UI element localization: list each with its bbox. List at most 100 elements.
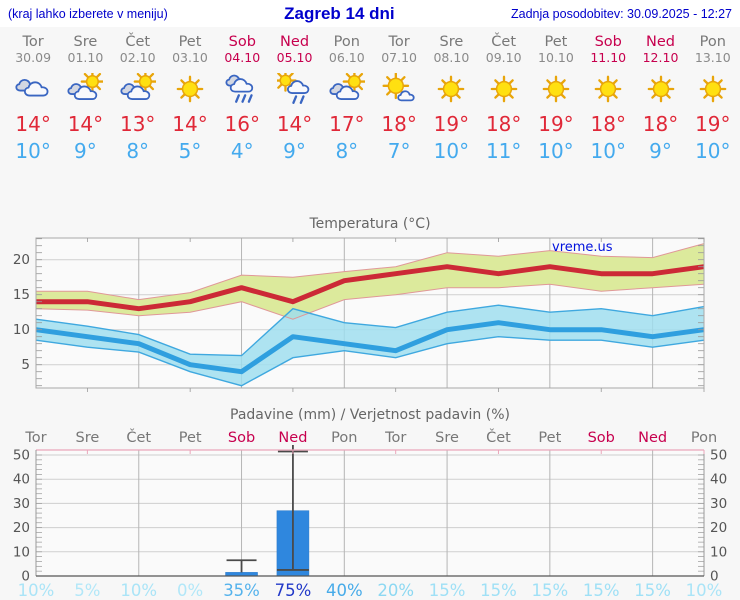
- weather-icon-box: [582, 69, 634, 109]
- min-temperature: 10°: [15, 139, 51, 163]
- day-date: 07.10: [381, 50, 417, 65]
- precip-day-label: Tor: [24, 430, 46, 446]
- day-date: 06.10: [328, 50, 365, 65]
- max-temperature: 14°: [67, 112, 104, 136]
- temp-y-tick-label: 5: [21, 357, 30, 373]
- max-temperature: 18°: [485, 112, 522, 136]
- min-temp-line: [35, 320, 705, 375]
- weather-icon-box: [112, 69, 164, 109]
- precip-probability: 15%: [532, 581, 569, 600]
- temp-y-tick-label: 20: [13, 252, 30, 268]
- watermark-link[interactable]: vreme.us: [552, 240, 613, 255]
- sunny-icon: [647, 75, 674, 103]
- min-temperature: 8°: [126, 139, 150, 163]
- precip-y-tick-label-right: 0: [710, 569, 719, 585]
- day-name: Tor: [22, 34, 44, 50]
- precip-y-tick-label-left: 20: [13, 520, 30, 536]
- menu-hint-text: (kraj lahko izberete v meniju): [8, 6, 168, 21]
- rain-icon: [225, 74, 254, 103]
- temperature-chart: Temperatura (°C) 5 10 15 20 vreme.us: [13, 216, 705, 392]
- weather-icon-box: [425, 69, 477, 109]
- weather-icon-box: [164, 69, 216, 109]
- precip-day-label: Pon: [331, 430, 357, 446]
- max-temperature: 14°: [172, 112, 208, 136]
- max-temperature: 16°: [224, 112, 260, 136]
- day-name: Sre: [73, 34, 98, 50]
- day-date: 10.10: [538, 50, 574, 65]
- temp-chart-title: Temperatura (°C): [308, 216, 430, 232]
- partly-icon: [329, 73, 365, 100]
- max-temperature: 18°: [381, 112, 417, 136]
- max-temperature: 14°: [276, 112, 313, 136]
- day-name: Tor: [388, 34, 410, 50]
- min-temperature: 5°: [178, 139, 202, 163]
- day-name: Sob: [228, 34, 256, 50]
- weather-icon-box: [530, 69, 582, 109]
- page-title: Zagreb 14 dni: [284, 3, 395, 23]
- forecast-day-column: Čet 09.10 18° 11°: [478, 30, 530, 164]
- min-temperature: 8°: [335, 139, 359, 163]
- min-band-lower-edge: [35, 335, 705, 387]
- day-name: Sob: [594, 34, 622, 50]
- day-name: Pon: [699, 34, 726, 50]
- sunny-icon: [594, 75, 622, 103]
- precip-y-tick-label-left: 0: [21, 569, 30, 585]
- last-update-text: Zadnja posodobitev: 30.09.2025 - 12:27: [510, 6, 732, 21]
- page-header: (kraj lahko izberete v meniju) Zagreb 14…: [0, 0, 740, 27]
- forecast-day-column: Pet 10.10 19° 10°: [530, 30, 582, 164]
- weather-icon-box: [373, 69, 425, 109]
- precip-probability: 0%: [177, 581, 203, 600]
- precip-probability: 15%: [429, 581, 466, 600]
- day-date: 13.10: [694, 50, 731, 65]
- weather-icon-box: [687, 69, 739, 109]
- precip-y-tick-label-left: 50: [13, 448, 30, 464]
- min-temperature: 7°: [387, 139, 411, 163]
- forecast-day-column: Čet 02.10 13° 8°: [112, 30, 164, 164]
- temp-y-tick-label: 15: [13, 287, 30, 303]
- precip-y-tick-label-left: 30: [13, 496, 30, 512]
- day-date: 09.10: [485, 50, 522, 65]
- forecast-day-column: Tor 07.10 18° 7°: [373, 30, 425, 164]
- precip-y-tick-label-right: 10: [710, 544, 727, 560]
- weather-icon-box: [634, 69, 686, 109]
- min-temperature: 11°: [485, 139, 522, 163]
- precip-chart-title: Padavine (mm) / Verjetnost padavin (%): [230, 407, 510, 423]
- min-temperature: 10°: [538, 139, 574, 163]
- precip-probability: 10%: [686, 581, 723, 600]
- precipitation-chart: Padavine (mm) / Verjetnost padavin (%) To…: [13, 407, 727, 600]
- mostly-sunny-icon: [382, 73, 415, 102]
- forecast-day-column: Ned 05.10 14° 9°: [268, 30, 320, 164]
- precip-day-label: Čet: [486, 428, 511, 446]
- forecast-day-column: Tor 30.09 14° 10°: [7, 30, 59, 164]
- forecast-strip: Tor 30.09 14° 10° Sre 01.10 14° 9° Čet 02.10 13° 8°…: [0, 30, 740, 164]
- max-temperature: 19°: [538, 112, 574, 136]
- precip-day-label: Čet: [126, 428, 151, 446]
- day-date: 05.10: [276, 50, 313, 65]
- precip-day-label: Sob: [228, 430, 255, 446]
- max-temperature: 19°: [433, 112, 470, 136]
- min-temperature: 10°: [590, 139, 626, 163]
- day-name: Ned: [646, 34, 675, 50]
- precip-day-label: Sre: [75, 430, 99, 446]
- forecast-day-column: Pon 06.10 17° 8°: [321, 30, 373, 164]
- precip-day-label: Ned: [638, 430, 667, 446]
- precip-probability: 40%: [326, 581, 363, 600]
- sunny-icon: [176, 75, 204, 103]
- day-date: 02.10: [119, 50, 156, 65]
- precip-y-tick-label-right: 50: [710, 448, 727, 464]
- day-date: 04.10: [224, 50, 261, 65]
- max-temperature: 14°: [15, 112, 51, 136]
- max-temperature: 18°: [642, 112, 679, 136]
- precip-probability: 15%: [480, 581, 517, 600]
- weather-icon-box: [216, 69, 268, 109]
- weather-icon-box: [268, 69, 320, 109]
- precip-day-label: Ned: [278, 430, 307, 446]
- weather-icon-box: [478, 69, 530, 109]
- precip-day-label: Sre: [435, 430, 459, 446]
- day-date: 11.10: [590, 50, 627, 65]
- temp-y-tick-label: 10: [13, 322, 30, 338]
- day-date: 01.10: [67, 50, 104, 65]
- sunny-icon: [438, 75, 465, 103]
- day-name: Pon: [333, 34, 360, 50]
- forecast-day-column: Sob 11.10 18° 10°: [582, 30, 634, 164]
